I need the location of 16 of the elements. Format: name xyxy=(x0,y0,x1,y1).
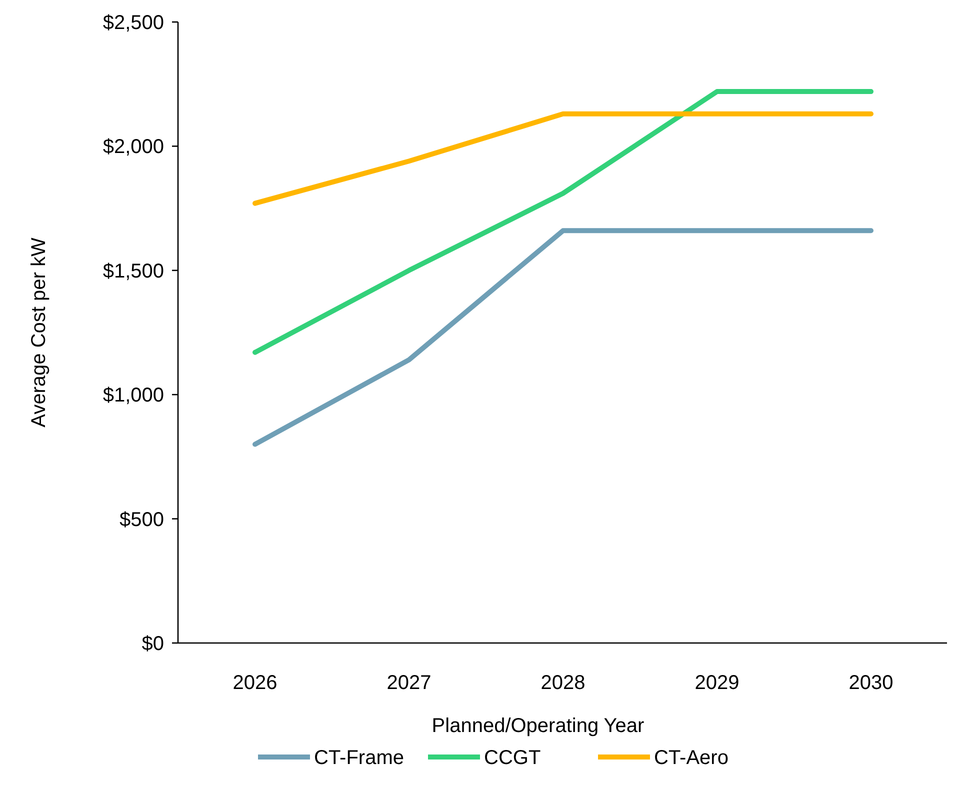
y-tick-label: $0 xyxy=(142,633,164,655)
x-tick-label: 2027 xyxy=(386,672,432,694)
x-tick-label: 2029 xyxy=(694,672,740,694)
y-axis-title: Average Cost per kW xyxy=(28,238,50,428)
y-tick-label: $2,000 xyxy=(102,136,164,158)
y-tick-label: $1,000 xyxy=(102,384,164,407)
x-tick-label: 2026 xyxy=(232,672,278,694)
x-tick-label: 2030 xyxy=(848,672,894,694)
legend-label: CT-Aero xyxy=(654,747,728,769)
legend-label: CT-Frame xyxy=(314,747,404,769)
y-tick-label: $500 xyxy=(120,508,164,531)
x-axis-title: Planned/Operating Year xyxy=(432,715,645,737)
y-tick-label: $2,500 xyxy=(102,12,164,34)
x-tick-label: 2028 xyxy=(540,672,586,694)
y-tick-label: $1,500 xyxy=(102,260,164,282)
legend-label: CCGT xyxy=(484,747,541,769)
